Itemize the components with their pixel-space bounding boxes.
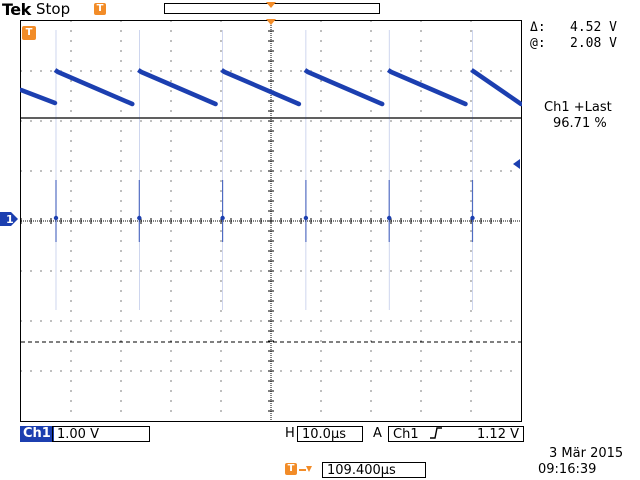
measurement-title: Ch1 +Last — [544, 100, 612, 115]
time-label: 09:16:39 — [538, 462, 597, 477]
acquisition-label: A — [373, 426, 382, 441]
graticule — [20, 20, 522, 422]
run-state-label: Stop — [36, 0, 71, 18]
ch1-ground-marker-icon[interactable]: 1 — [0, 211, 20, 227]
trigger-level-value: 1.12 V — [477, 427, 519, 442]
cursor-at-value: 2.08 V — [570, 36, 617, 51]
ch1-waveform — [20, 30, 522, 310]
grid-lines — [20, 20, 521, 420]
trigger-settings[interactable]: Ch1 1.12 V — [388, 426, 524, 442]
trigger-time-pointer-icon — [266, 19, 276, 25]
cursor-delta-label: Δ: — [530, 20, 546, 35]
delay-arrow-icon — [299, 466, 312, 472]
ch1-label[interactable]: Ch1 — [20, 426, 54, 442]
date-label: 3 Mär 2015 — [549, 446, 624, 461]
svg-text:1: 1 — [6, 213, 14, 226]
time-div-value[interactable]: 10.0µs — [297, 426, 363, 442]
cursor-at-label: @: — [530, 36, 546, 51]
horizontal-delay-value[interactable]: 109.400µs — [322, 462, 426, 478]
trigger-position-icon[interactable]: T — [94, 3, 106, 15]
delay-trigger-icon: T — [285, 463, 297, 475]
trigger-time-marker-icon[interactable]: T — [22, 26, 36, 40]
ch1-volts-div[interactable]: 1.00 V — [52, 426, 150, 442]
brand-logo: Tek — [2, 0, 31, 19]
cursor-delta-value: 4.52 V — [570, 20, 617, 35]
trigger-level-arrow-icon[interactable] — [510, 158, 522, 170]
rising-edge-icon — [429, 427, 442, 439]
record-trigger-pointer-icon — [266, 2, 276, 8]
measurement-value: 96.71 % — [553, 116, 607, 131]
horizontal-label: H — [285, 426, 295, 441]
trigger-source: Ch1 — [393, 427, 419, 442]
